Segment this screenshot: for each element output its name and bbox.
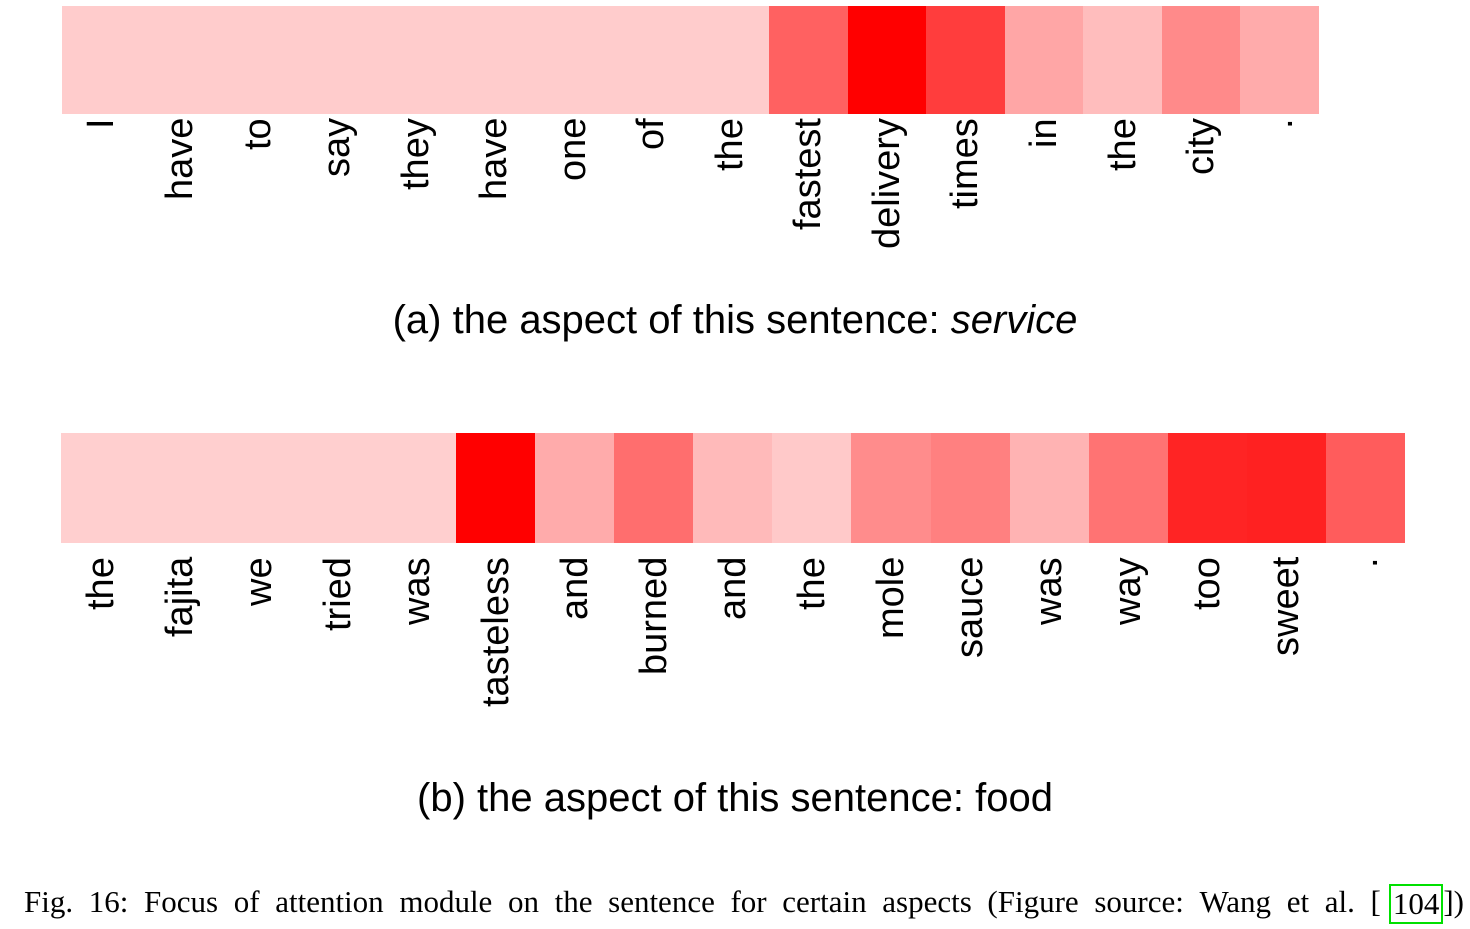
attention-cell-mole — [851, 433, 931, 543]
token-label: we — [237, 557, 280, 606]
caption-word: Wang — [1199, 884, 1272, 919]
figure-caption-text: Fig. 16: Focus of attention module on the senten… — [24, 884, 1381, 924]
attention-cell-too — [1167, 433, 1247, 543]
token-label: times — [944, 118, 987, 209]
token-label: . — [1344, 557, 1387, 568]
attention-cell-one — [533, 6, 612, 114]
token-label: fajita — [158, 556, 201, 637]
token-label: say — [315, 117, 358, 177]
figure-caption-close: ]) — [1443, 884, 1464, 919]
attention-heatmap-a — [62, 6, 1319, 114]
caption-word: 16: — [88, 884, 129, 919]
token-label: one — [551, 117, 594, 181]
token-label: and — [553, 556, 596, 620]
token-label: tasteless — [474, 557, 517, 707]
caption-word: the — [554, 884, 593, 919]
attention-cell-and — [535, 433, 615, 543]
subcaption-b-prefix: (b) the aspect of this sentence: — [417, 776, 976, 820]
attention-cell-in — [1004, 6, 1084, 114]
subcaption-a-prefix: (a) the aspect of this sentence: — [392, 298, 951, 342]
caption-word: certain — [782, 884, 867, 919]
caption-word: Fig. — [24, 884, 74, 919]
attention-heatmap-b — [61, 433, 1405, 543]
token-label: the — [708, 118, 751, 171]
caption-word: sentence — [608, 884, 715, 919]
attention-cell-we — [219, 433, 299, 543]
attention-cell-fastest — [769, 6, 848, 114]
attention-cell-the — [61, 433, 141, 543]
attention-cell-tried — [298, 433, 378, 543]
attention-cell-the — [1083, 6, 1162, 114]
subcaption-b-aspect: food — [975, 776, 1053, 820]
caption-word: al. — [1324, 884, 1355, 919]
caption-word: [ — [1370, 884, 1381, 919]
attention-cell-burned — [614, 433, 694, 543]
token-label: too — [1186, 557, 1229, 610]
attention-cell-to — [219, 6, 298, 114]
token-label: sweet — [1265, 556, 1308, 656]
token-label: the — [79, 557, 122, 610]
attention-cell-fajita — [140, 433, 220, 543]
attention-cell-. — [1240, 6, 1319, 114]
attention-cell-sweet — [1246, 433, 1326, 543]
attention-cell-tasteless — [456, 433, 536, 543]
caption-word: et — [1286, 884, 1310, 919]
attention-cell-was — [377, 433, 457, 543]
citation-link[interactable]: 104 — [1388, 884, 1444, 924]
attention-cell-the — [690, 6, 770, 114]
attention-cell-. — [1325, 433, 1405, 543]
attention-cell-was — [1009, 433, 1089, 543]
caption-word: aspects — [882, 884, 972, 919]
caption-word: module — [399, 884, 493, 919]
caption-word: Focus — [144, 884, 219, 919]
token-label: I — [80, 118, 123, 129]
token-label: they — [394, 118, 437, 190]
caption-word: source: — [1094, 884, 1184, 919]
attention-cell-of — [611, 6, 691, 114]
token-label: to — [237, 118, 280, 150]
attention-cell-delivery — [847, 6, 927, 114]
attention-cell-have — [454, 6, 534, 114]
token-label: burned — [632, 556, 675, 675]
token-label: in — [1023, 118, 1066, 148]
token-label: tried — [316, 557, 359, 631]
attention-cell-say — [297, 6, 377, 114]
token-label: delivery — [865, 118, 908, 249]
token-label: way — [1107, 557, 1150, 625]
token-label: city — [1180, 118, 1223, 175]
token-label: have — [158, 117, 201, 200]
attention-cell-way — [1088, 433, 1168, 543]
figure-caption: Fig. 16: Focus of attention module on the senten… — [24, 884, 1464, 924]
token-label: the — [791, 557, 834, 610]
attention-cell-and — [693, 433, 773, 543]
caption-word: attention — [275, 884, 384, 919]
token-label: mole — [870, 556, 913, 639]
attention-cell-they — [376, 6, 455, 114]
token-label: sauce — [949, 556, 992, 658]
token-label: fastest — [787, 118, 830, 230]
token-label: . — [1258, 118, 1301, 129]
attention-cell-the — [772, 433, 852, 543]
subcaption-b: (b) the aspect of this sentence: food — [0, 776, 1470, 821]
caption-word: for — [730, 884, 767, 919]
attention-cell-sauce — [930, 433, 1010, 543]
attention-cell-I — [62, 6, 141, 114]
caption-word: on — [507, 884, 539, 919]
token-label: was — [395, 557, 438, 625]
caption-word: (Figure — [987, 884, 1079, 919]
attention-cell-city — [1161, 6, 1241, 114]
token-label: have — [473, 117, 516, 200]
token-labels-b: the fajita we tried was tasteless and burned and… — [61, 553, 1405, 753]
token-label: the — [1101, 118, 1144, 171]
caption-word: of — [233, 884, 260, 919]
subcaption-a: (a) the aspect of this sentence: service — [0, 298, 1470, 343]
token-label: of — [630, 118, 673, 150]
subcaption-a-aspect: service — [950, 298, 1078, 342]
token-label: was — [1028, 557, 1071, 625]
token-label: and — [712, 556, 754, 620]
attention-cell-have — [140, 6, 220, 114]
attention-cell-times — [926, 6, 1005, 114]
